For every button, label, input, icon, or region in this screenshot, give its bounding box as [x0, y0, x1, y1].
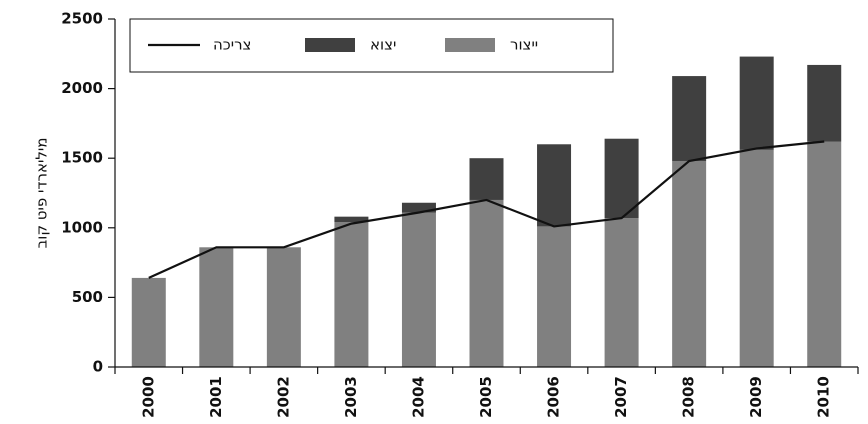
y-tick-label: 2500	[61, 10, 103, 28]
x-tick-label: 2010	[815, 376, 833, 418]
x-tick-label: 2000	[139, 376, 157, 418]
bar	[739, 149, 774, 367]
bar	[739, 56, 774, 150]
bar	[469, 199, 504, 367]
bar	[199, 247, 234, 367]
bar	[672, 160, 707, 367]
legend-swatch	[305, 38, 355, 52]
y-tick-label: 500	[72, 288, 103, 306]
bar	[334, 222, 369, 367]
bar	[401, 202, 436, 213]
bar	[604, 138, 639, 219]
line	[148, 140, 825, 279]
y-axis-label: מיליארדי פיט קוב	[33, 138, 51, 249]
legend-label: צריכה	[213, 36, 251, 54]
bar	[266, 247, 301, 367]
x-tick-label: 2001	[207, 376, 225, 418]
bar	[469, 158, 504, 200]
bar	[807, 141, 842, 367]
bar	[401, 212, 436, 367]
bar	[537, 226, 572, 367]
x-tick-label: 2003	[342, 376, 360, 418]
x-tick-label: 2008	[680, 376, 698, 418]
x-tick-label: 2007	[612, 376, 630, 418]
bar	[604, 218, 639, 367]
x-tick-label: 2006	[545, 376, 563, 418]
y-tick-label: 1500	[61, 149, 103, 167]
bar	[807, 64, 842, 142]
legend-label: יצוא	[370, 36, 396, 54]
x-tick-label: 2005	[477, 376, 495, 418]
legend-label: ייצור	[510, 36, 538, 54]
x-tick-label: 2009	[747, 376, 765, 418]
bar	[537, 144, 572, 227]
legend-box	[129, 18, 614, 73]
x-tick-label: 2002	[274, 376, 292, 418]
bar	[672, 76, 707, 161]
y-tick-label: 1000	[61, 218, 103, 236]
legend-swatch	[445, 38, 495, 52]
bar	[131, 277, 166, 367]
x-tick-label: 2004	[409, 376, 427, 418]
y-tick-label: 0	[93, 358, 103, 376]
y-tick-label: 2000	[61, 79, 103, 97]
bar	[334, 216, 369, 223]
